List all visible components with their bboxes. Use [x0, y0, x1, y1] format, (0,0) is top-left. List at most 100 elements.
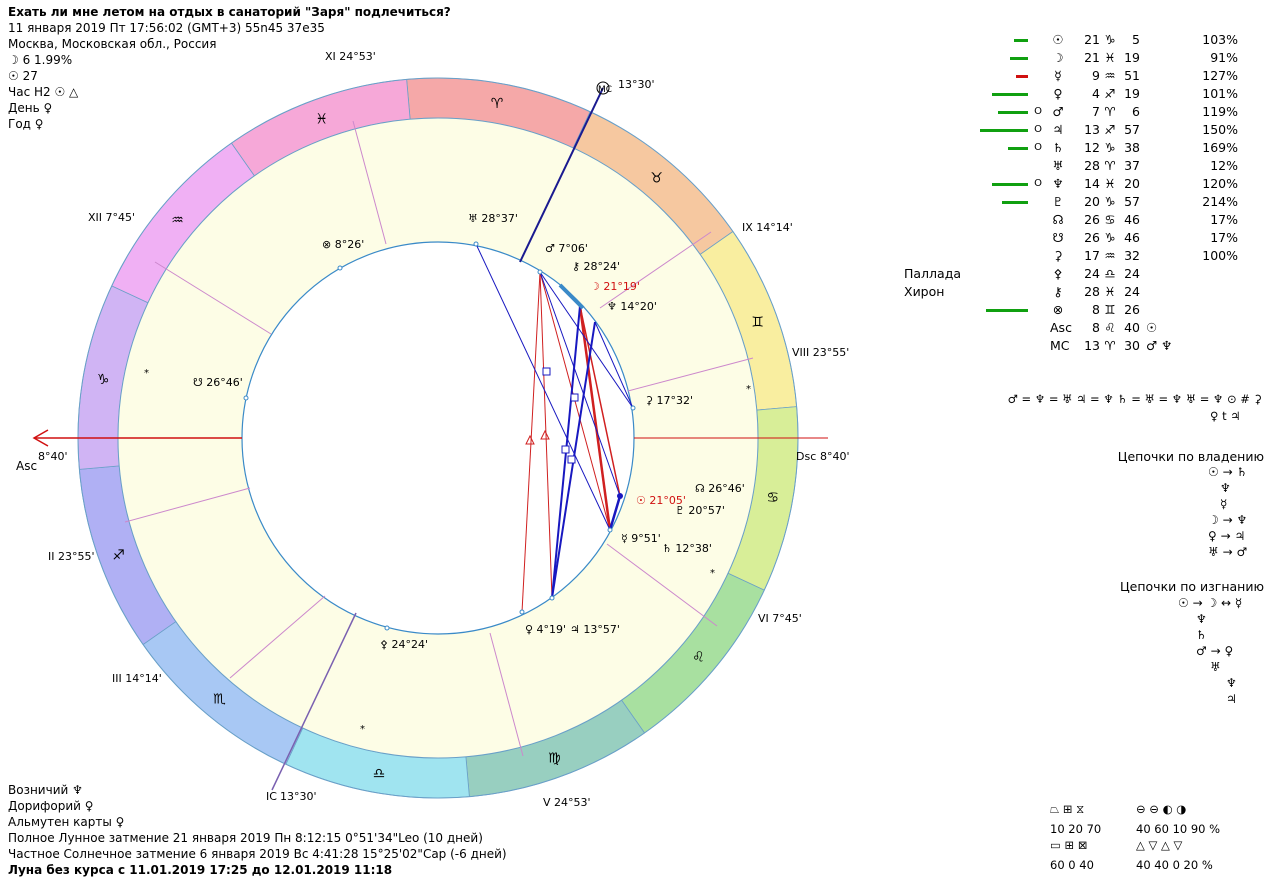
planet-pallas-label: ⚴ 24°24' [380, 638, 428, 651]
table-cell-deg: 7 [1092, 104, 1100, 119]
zodiac-sign-icon: ♎ [373, 766, 386, 782]
lunar-eclipse: Полное Лунное затмение 21 января 2019 Пн… [8, 831, 483, 845]
table-cell-sign: ♈ [1104, 158, 1116, 173]
table-cell-min: 24 [1124, 284, 1140, 299]
cusp-ix-label: IX 14°14' [742, 221, 793, 234]
planet-table-row: ☋ 26 ♑ 46 17% [980, 229, 1240, 247]
table-cell-deg: 17 [1084, 248, 1100, 263]
planet-fortune-label: ⊗ 8°26' [322, 238, 364, 251]
table-cell-pl: ☿ [1054, 68, 1062, 83]
chain-line: ☉ → ☽ ↔ ☿ [1178, 596, 1243, 610]
aspect-line [539, 271, 553, 599]
table-cell-deg: 8 [1092, 302, 1100, 317]
zodiac-sign-icon: ♉ [650, 171, 663, 187]
planet-table-row: Хирон ⚷ 28 ♓ 24 [904, 283, 1240, 301]
table-cell-pct: 150% [1202, 122, 1238, 137]
chart-title: Ехать ли мне летом на отдых в санаторий … [8, 5, 451, 19]
asc-arrow-icon [32, 429, 49, 447]
zodiac-sign-icon: ♍ [548, 750, 561, 766]
dsc-label: Dsc [796, 450, 816, 463]
chain-line: ♃ [1226, 692, 1237, 706]
star-mark-icon: * [710, 568, 715, 579]
table-cell-min: 32 [1124, 248, 1140, 263]
table-cell-pct: 100% [1202, 248, 1238, 263]
table-cell-pl: ⚴ [1053, 266, 1063, 281]
planet-table: ☉ 21 ♑ 5 103% ☽ 21 ♓ 19 91% ☿ 9 ♒ 51 127% ♀ 4 ♐ 19 101% O ♂ 7 ♈… [904, 31, 1240, 355]
planet-table-row: ☊ 26 ♋ 46 17% [980, 211, 1240, 229]
table-cell-deg: 24 [1084, 266, 1100, 281]
table-cell-pct: 127% [1202, 68, 1238, 83]
sun-value: ☉ 27 [8, 69, 38, 83]
phase-icon: ⊖ [1149, 802, 1159, 816]
table-cell-sign: ♓ [1104, 284, 1116, 299]
table-cell-pl: ♂ [1052, 104, 1064, 119]
planet-table-row: Asc 8 ♌ 40 ☉ [980, 319, 1240, 337]
void-of-course: Луна без курса с 11.01.2019 17:25 до 12.… [8, 863, 393, 877]
table-cell-sign: ♓ [1104, 50, 1116, 65]
sun-marker-dot [617, 493, 623, 499]
year-ruler: Год ♀ [8, 117, 44, 131]
mc-axis [519, 87, 604, 263]
table-cell-min: 40 [1124, 320, 1140, 335]
strength-bar [1016, 75, 1028, 78]
table-cell-pl: Asc [1050, 320, 1072, 335]
planet-venus-label: ♀ 4°19' [525, 623, 566, 636]
triangle-icon: △ [1161, 838, 1170, 852]
planet-table-row: O ♄ 12 ♑ 38 169% [980, 139, 1240, 157]
table-cell-pct: 214% [1202, 194, 1238, 209]
asc-degree: 8°40' [38, 450, 68, 463]
cusp-line-xii [154, 261, 272, 335]
table-cell-deg: 13 [1084, 122, 1100, 137]
table-cell-deg: 20 [1084, 194, 1100, 209]
aspect-square-icon [567, 455, 576, 464]
mc-degree: 13°30' [618, 78, 655, 91]
marker-dot [549, 595, 555, 601]
table-cell-pl: MC [1050, 338, 1070, 353]
aspect-line [594, 321, 634, 409]
table-cell-sign: ♑ [1104, 230, 1116, 245]
table-cell-extra: ♂ ♆ [1146, 338, 1173, 353]
natal-chart-wheel[interactable]: ♈ ♉ ♊ ♋ ♌ ♍ ♎ ♏ ♐ ♑ ♒ ♓ [0, 0, 960, 877]
cusp-v-label: V 24°53' [543, 796, 591, 809]
zodiac-sign-icon: ♋ [767, 490, 780, 506]
triangle-icon: ▽ [1148, 838, 1158, 852]
table-cell-deg: 13 [1084, 338, 1100, 353]
table-cell-min: 38 [1124, 140, 1140, 155]
ic-label: IC [266, 790, 277, 803]
planet-ceres-label: ⚳ 17°32' [645, 394, 693, 407]
table-cell-min: 19 [1124, 86, 1140, 101]
zodiac-sign-icon: ♈ [491, 96, 504, 112]
table-cell-pl: ☽ [1052, 50, 1064, 65]
table-cell-deg: 9 [1092, 68, 1100, 83]
aspect-line [608, 495, 622, 531]
table-cell-pct: 91% [1210, 50, 1238, 65]
table-cell-pct: 17% [1210, 230, 1238, 245]
table-cell-min: 5 [1132, 32, 1140, 47]
star-mark-icon: * [746, 384, 751, 395]
phase-icons-row2: △ ▽ △ ▽ [1136, 838, 1182, 852]
table-cell-min: 26 [1124, 302, 1140, 317]
table-cell-min: 57 [1124, 194, 1140, 209]
table-cell-pct: 103% [1202, 32, 1238, 47]
marker-dot [243, 395, 249, 401]
chain-line: ☿ [1220, 497, 1228, 511]
aspect-square-icon [542, 367, 551, 376]
cusp-ii-label: II 23°55' [48, 550, 95, 563]
table-cell-pl: ♀ [1053, 86, 1063, 101]
strength-bar [992, 183, 1028, 186]
strength-bar [992, 93, 1028, 96]
marker-dot [473, 241, 479, 247]
cusp-xii-label: XII 7°45' [88, 211, 135, 224]
table-cell-sign: ♋ [1104, 212, 1116, 227]
strength-bar [998, 111, 1028, 114]
planet-node-north-label: ☊ 26°46' [695, 482, 745, 495]
cusp-line-xi [352, 120, 387, 245]
planet-neptune-label: ♆ 14°20' [607, 300, 657, 313]
cusp-line-ii [124, 487, 251, 523]
table-cell-min: 57 [1124, 122, 1140, 137]
cusp-line-iii [229, 595, 326, 679]
table-cell-mark: O [1034, 178, 1042, 189]
table-cell-mark: O [1034, 124, 1042, 135]
relations-line-1: ♂ = ♆ = ♅ ♃ = ♆ ♄ = ♅ = ♆ ♅ = ♆ ⊙ # ⚳ [1007, 392, 1262, 406]
table-cell-min: 46 [1124, 212, 1140, 227]
